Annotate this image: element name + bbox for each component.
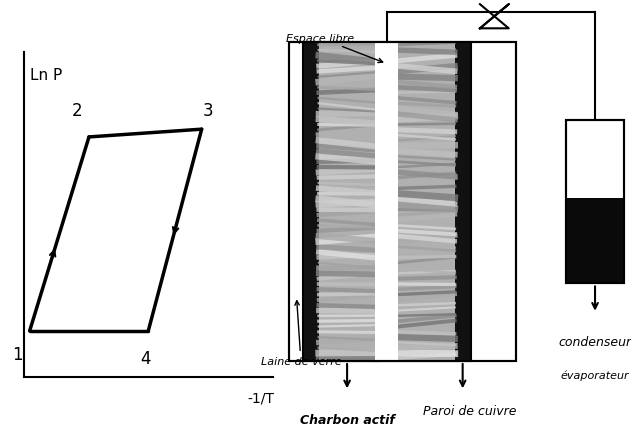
Bar <box>455 43 471 361</box>
Bar <box>289 43 516 361</box>
Bar <box>566 199 624 284</box>
Text: 2: 2 <box>72 101 83 120</box>
Text: Laine de verre: Laine de verre <box>261 301 341 366</box>
Text: Ln P: Ln P <box>30 68 62 83</box>
Text: 3: 3 <box>203 101 213 120</box>
Text: Charbon actif: Charbon actif <box>300 413 394 426</box>
Bar <box>289 43 516 361</box>
Bar <box>566 120 624 284</box>
Bar <box>303 43 471 361</box>
Bar <box>303 43 319 361</box>
Text: -1/T: -1/T <box>247 391 274 405</box>
Text: 1: 1 <box>13 345 23 363</box>
Text: 4: 4 <box>140 349 151 367</box>
Text: Paroi de cuivre: Paroi de cuivre <box>423 404 517 417</box>
Bar <box>398 43 455 361</box>
Text: Espace libre: Espace libre <box>286 34 383 63</box>
Bar <box>375 43 398 361</box>
Bar <box>319 43 375 361</box>
Text: évaporateur: évaporateur <box>561 370 629 380</box>
Text: condenseur: condenseur <box>558 335 631 348</box>
Bar <box>566 120 624 284</box>
